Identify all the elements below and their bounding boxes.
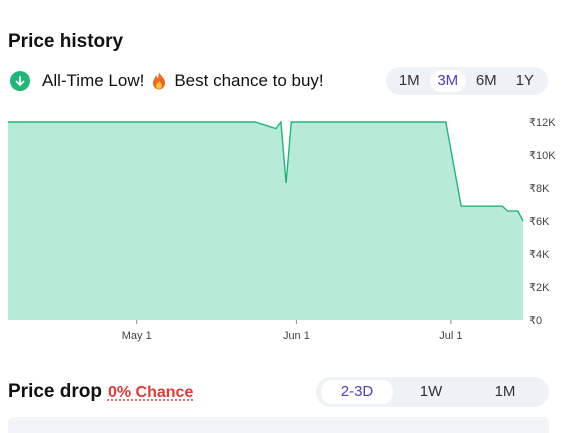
price-line [8,120,524,222]
price-drop-title: Price drop [8,381,102,402]
drop-option-1m[interactable]: 1M [494,383,516,400]
range-option-6m[interactable]: 6M [475,72,497,89]
price-drop-header: Price drop 0% Chance [8,381,193,403]
y-tick-label: ₹0 [529,315,542,327]
y-tick-label: ₹8K [529,183,550,195]
y-tick-label: ₹4K [529,249,550,261]
x-tick-label: Jun 1 [283,330,310,342]
price-drop-chance[interactable]: 0% Chance [107,384,194,401]
drop-option-1w[interactable]: 1W [419,383,443,400]
y-tick-label: ₹2K [529,282,550,294]
price-area [8,122,523,320]
price-chart: ₹12K ₹10K ₹8K ₹6K ₹4K ₹2K ₹0 May 1 Jun 1 Jul 1 [8,117,556,342]
range-option-1y[interactable]: 1Y [515,72,534,89]
y-tick-label: ₹10K [529,150,556,162]
next-section-panel [8,417,549,433]
price-history-title: Price history [8,31,124,52]
best-chance-message: Best chance to buy! [174,71,324,90]
flame-icon [152,72,166,90]
price-drop-period-selector: 2-3D 1W 1M [316,377,549,407]
drop-option-2-3d[interactable]: 2-3D [321,380,393,404]
y-tick-label: ₹12K [529,117,556,129]
x-tick-label: May 1 [122,330,152,342]
range-selector: 1M 3M 6M 1Y [386,67,548,95]
x-tick-label: Jul 1 [439,330,462,342]
range-option-3m[interactable]: 3M [429,70,466,92]
range-option-1m[interactable]: 1M [398,72,420,89]
all-time-low-status: All-Time Low! Best chance to buy! [10,68,324,94]
arrow-down-circle-icon [10,71,30,91]
all-time-low-label: All-Time Low! [42,71,145,90]
y-tick-label: ₹6K [529,216,550,228]
